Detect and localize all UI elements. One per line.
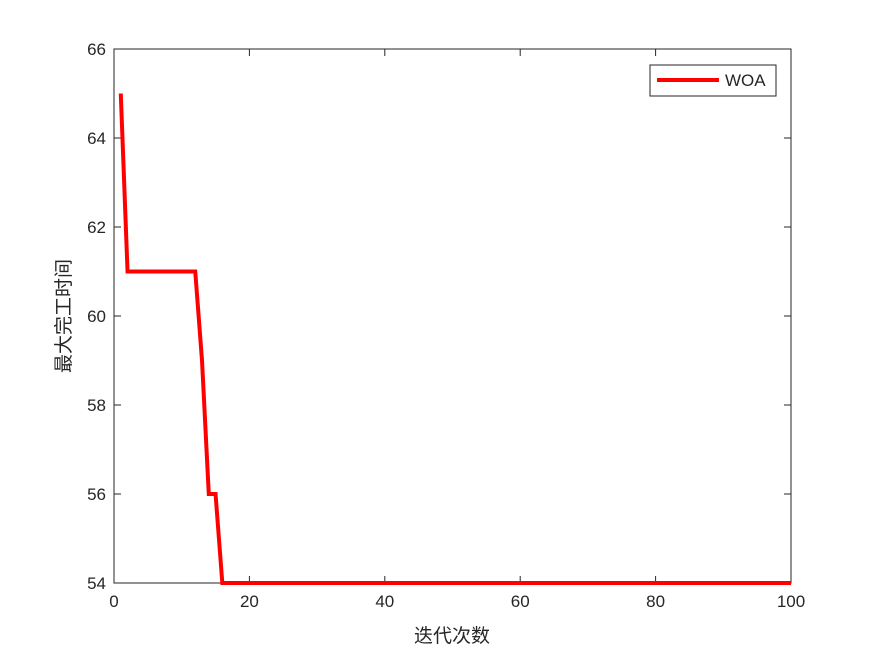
y-tick-label: 56	[87, 485, 106, 504]
x-axis-label: 迭代次数	[414, 625, 490, 647]
y-axis: 54 56 58 60 62 64 66	[87, 40, 791, 593]
y-axis-label: 最大完工时间	[53, 259, 75, 373]
series-lines	[118, 93, 791, 585]
x-tick-label: 60	[511, 592, 530, 611]
y-tick-label: 64	[87, 129, 106, 148]
y-tick-label: 58	[87, 396, 106, 415]
x-tick-label: 80	[646, 592, 665, 611]
y-tick-label: 54	[87, 574, 106, 593]
y-tick-label: 60	[87, 307, 106, 326]
x-tick-label: 20	[240, 592, 259, 611]
series-line-woa	[118, 93, 791, 585]
y-tick-label: 66	[87, 40, 106, 59]
x-tick-label: 100	[777, 592, 805, 611]
x-axis: 0 20 40 60 80 100	[109, 49, 805, 611]
x-tick-label: 0	[109, 592, 118, 611]
x-tick-label: 40	[375, 592, 394, 611]
plot-area	[113, 48, 792, 584]
legend: WOA	[649, 64, 777, 97]
y-tick-label: 62	[87, 218, 106, 237]
legend-label-woa: WOA	[725, 71, 766, 90]
